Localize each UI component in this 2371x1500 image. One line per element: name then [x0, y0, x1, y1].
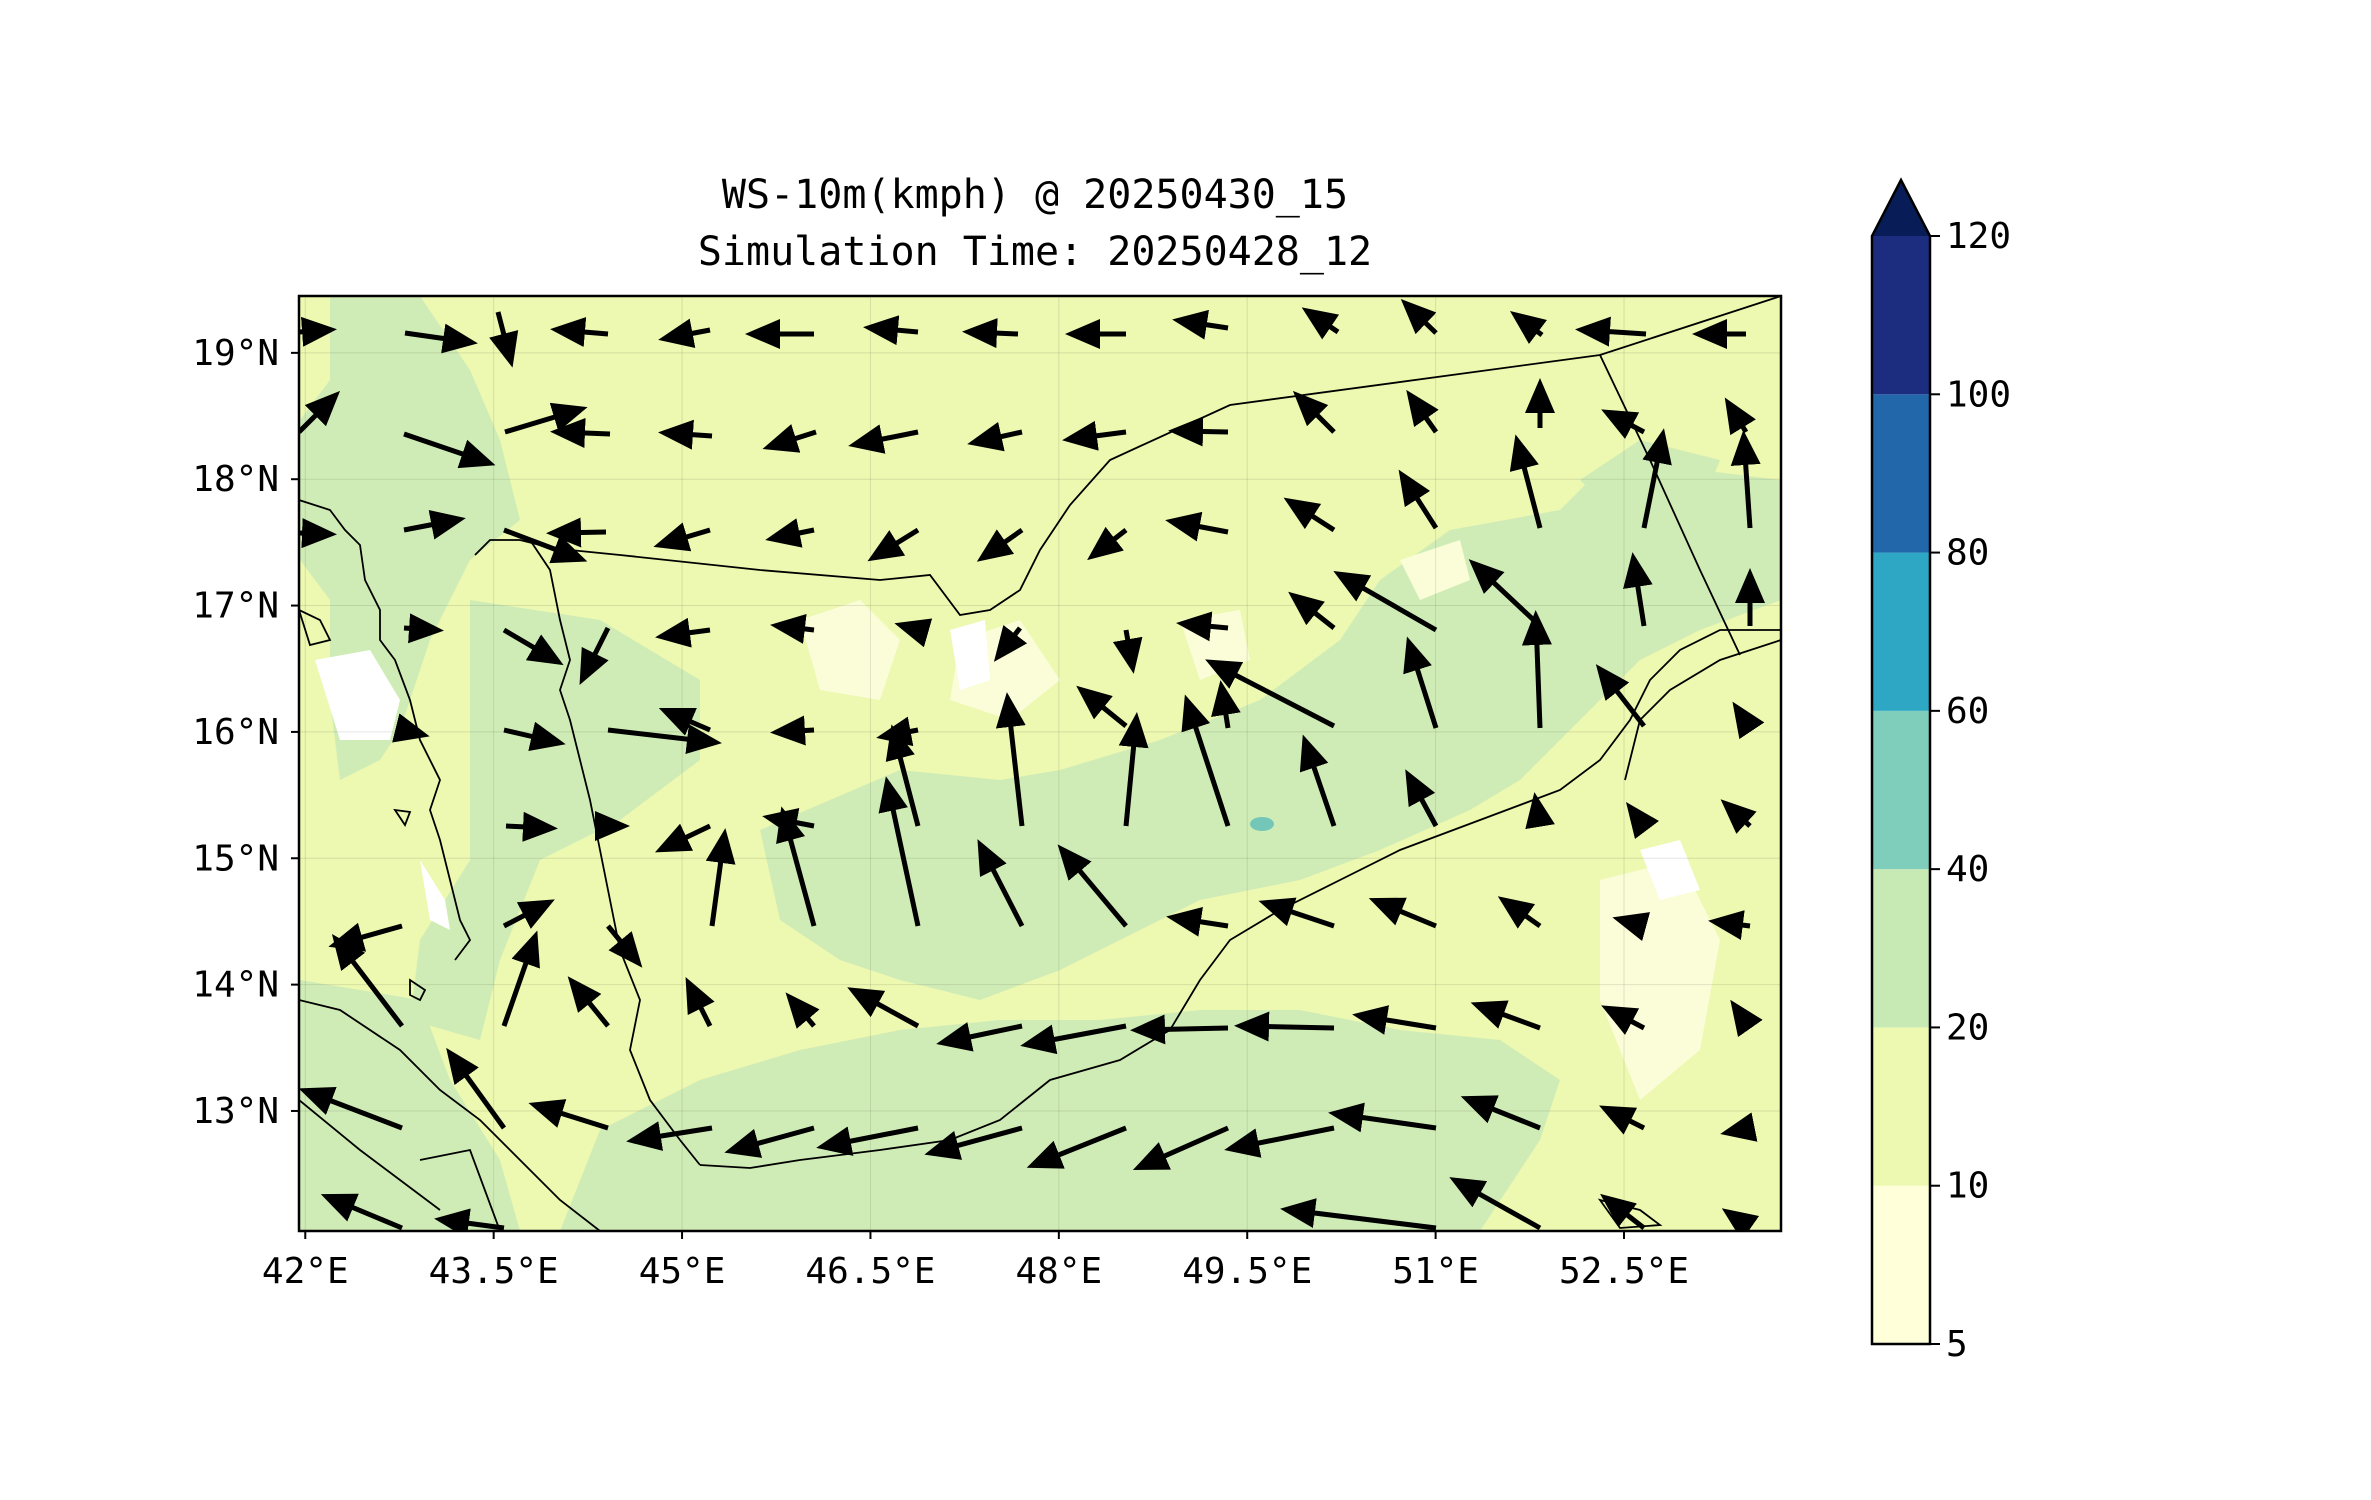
- y-tick-label: 19°N: [192, 333, 279, 374]
- colorbar-tick-label: 40: [1946, 849, 1989, 890]
- colorbar-tick-label: 5: [1946, 1324, 1968, 1365]
- y-axis-ticks: 19°N 18°N 17°N 16°N 15°N 14°N 13°N: [192, 333, 299, 1132]
- colorbar-segment: [1872, 236, 1930, 395]
- x-axis-ticks: 42°E 43.5°E 45°E 46.5°E 48°E 49.5°E 51°E 52.5°E: [262, 1231, 1689, 1292]
- colorbar-segment: [1872, 552, 1930, 711]
- border-eritrea-ethiopia: [299, 1099, 441, 1211]
- x-tick-label: 46.5°E: [805, 1251, 935, 1292]
- red-sea-coast-arabia: [529, 539, 701, 1166]
- colorbar-tick-label: 10: [1946, 1166, 1989, 1207]
- map-panel: [299, 296, 1781, 1231]
- x-tick-label: 49.5°E: [1182, 1251, 1312, 1292]
- y-tick-label: 17°N: [192, 586, 279, 627]
- colorbar-segment: [1872, 1185, 1930, 1344]
- coast-island-2: [409, 978, 427, 1002]
- x-tick-label: 42°E: [262, 1251, 349, 1292]
- arabian-coast-east: [1624, 639, 1781, 781]
- y-tick-label: 18°N: [192, 459, 279, 500]
- map-title-line1: WS-10m(kmph) @ 20250430_15: [722, 172, 1348, 218]
- border-djibouti: [419, 1148, 501, 1231]
- x-tick-label: 52.5°E: [1559, 1251, 1689, 1292]
- wind-speed-zones-calm: [315, 620, 1700, 930]
- colorbar-segment: [1872, 394, 1930, 553]
- y-tick-label: 14°N: [192, 965, 279, 1006]
- colorbar-segment: [1872, 1027, 1930, 1186]
- colorbar-tick-label: 80: [1946, 533, 1989, 574]
- colorbar-tick-label: 20: [1946, 1007, 1989, 1048]
- coast-island-1: [393, 808, 412, 827]
- colorbar-tick-label: 100: [1946, 374, 2011, 415]
- colorbar-outline: [1870, 177, 1932, 1346]
- colorbar-segment: [1872, 710, 1930, 870]
- map-frame: [297, 294, 1783, 1233]
- colorbar-segment: [1872, 869, 1930, 1028]
- x-tick-label: 45°E: [639, 1251, 726, 1292]
- x-tick-label: 51°E: [1392, 1251, 1479, 1292]
- colorbar-tick-label: 60: [1946, 691, 1989, 732]
- x-tick-label: 48°E: [1015, 1251, 1102, 1292]
- colorbar-tick-label: 120: [1946, 216, 2011, 257]
- y-tick-label: 13°N: [192, 1091, 279, 1132]
- map-title-line2: Simulation Time: 20250428_12: [698, 229, 1372, 275]
- colorbar: 120 100 80 60 40 20 10 5: [1870, 177, 2011, 1365]
- wind-vectors: [299, 299, 1765, 1231]
- coast-island-eritrea: [299, 609, 332, 647]
- colorbar-extend-arrow: [1872, 180, 1930, 236]
- gulf-of-aden-coast-arabia: [699, 629, 1781, 1169]
- wind-speed-spot-40-60: [1250, 817, 1274, 831]
- y-tick-label: 15°N: [192, 838, 279, 879]
- border-yemen-oman: [1599, 354, 1741, 656]
- africa-horn-coast: [299, 999, 601, 1231]
- x-tick-label: 43.5°E: [429, 1251, 559, 1292]
- y-tick-label: 16°N: [192, 712, 279, 753]
